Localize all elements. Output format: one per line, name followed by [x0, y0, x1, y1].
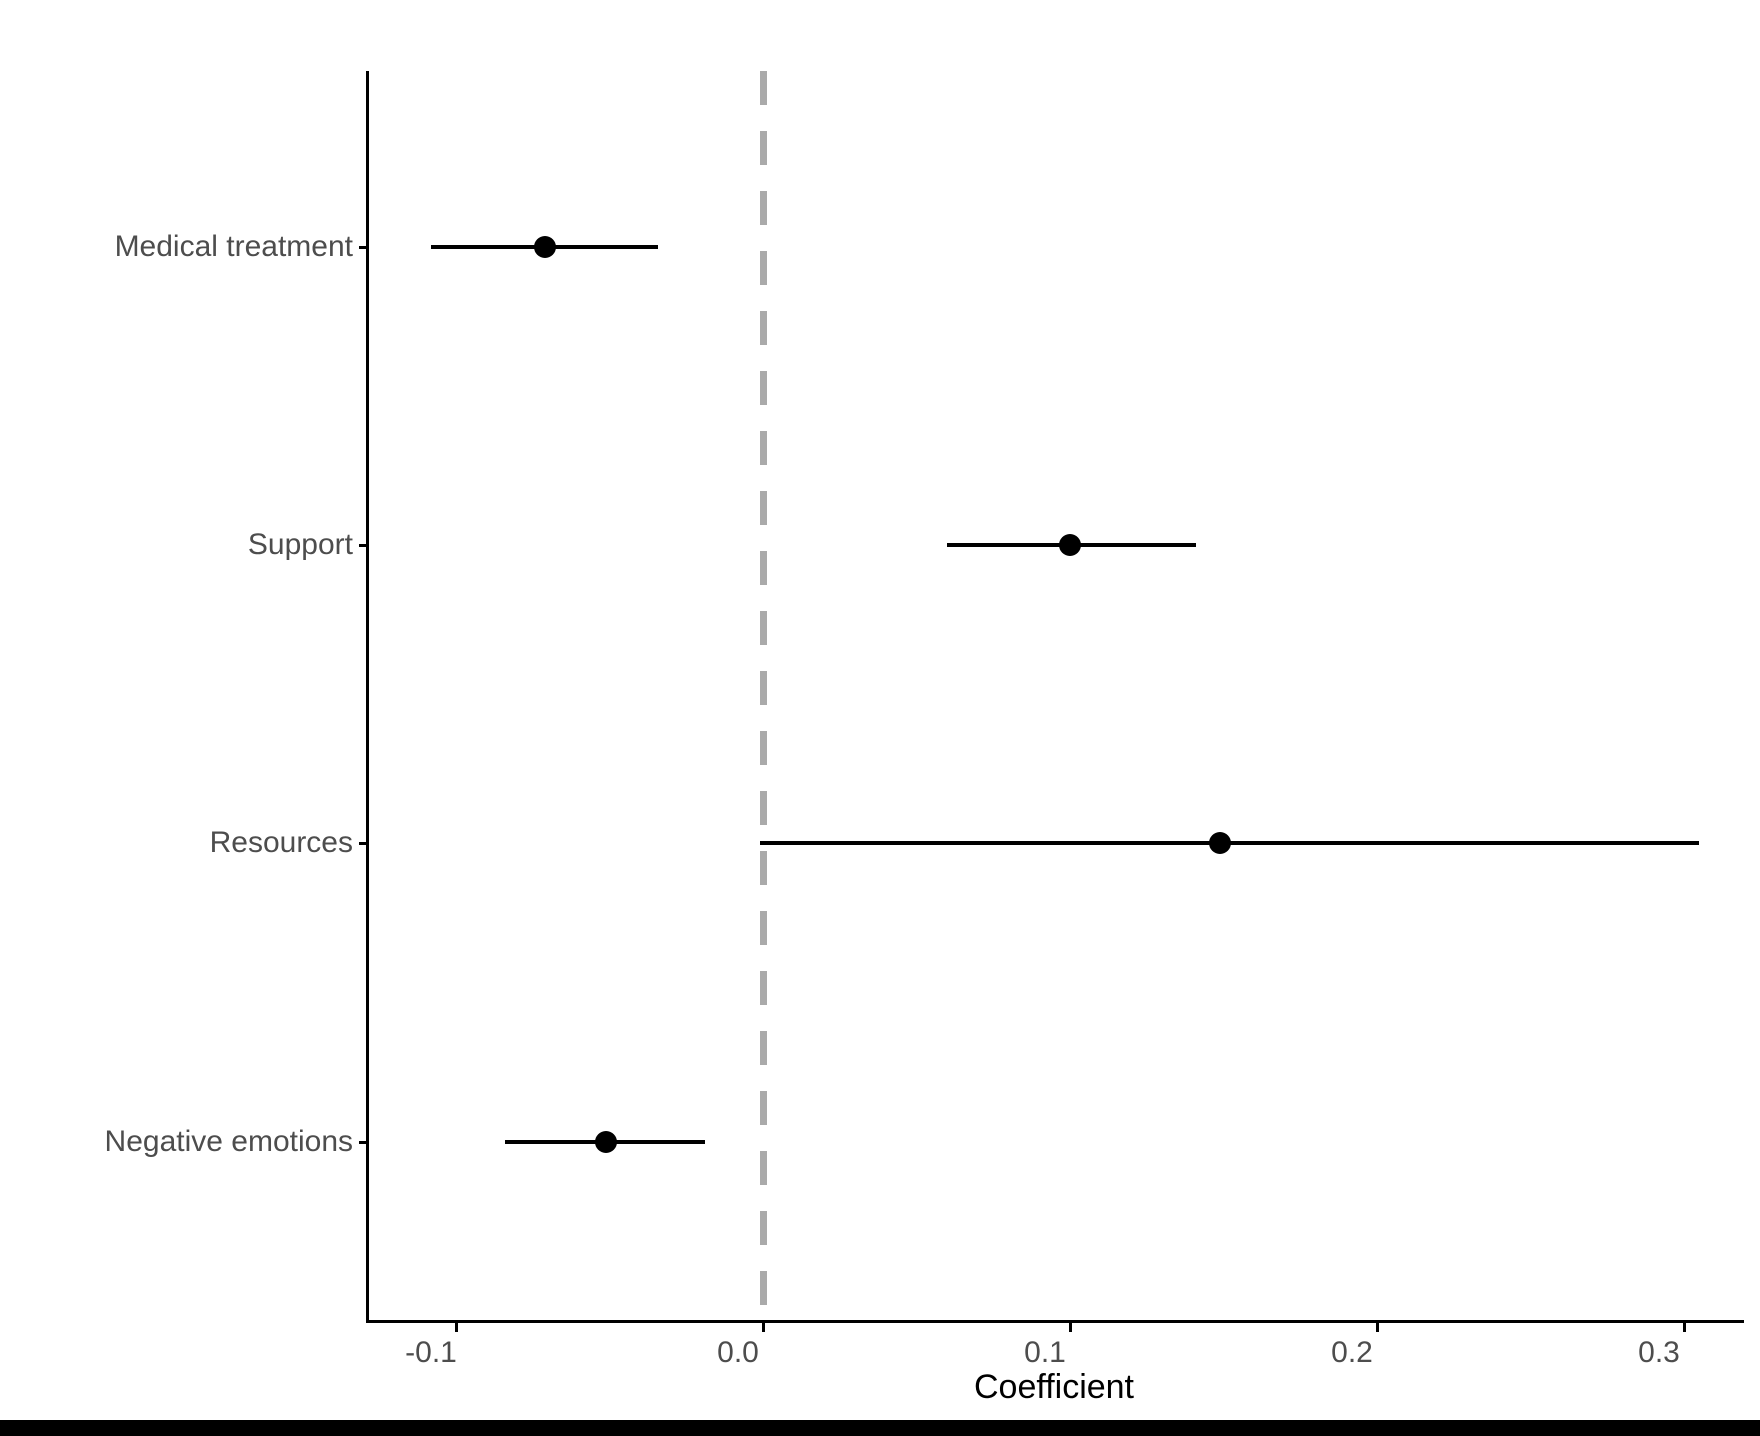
- point-estimate-marker: [1059, 534, 1081, 556]
- y-axis-tick-mark: [359, 543, 368, 547]
- y-axis-tick-mark: [359, 841, 368, 845]
- x-axis-tick-label: 0.3: [1638, 1336, 1680, 1369]
- x-axis-title: Coefficient: [973, 1368, 1135, 1406]
- y-axis-label-medical-treatment: Medical treatment: [114, 230, 353, 263]
- x-axis-tick-label: 0.0: [717, 1336, 759, 1369]
- x-axis-tick-mark: [455, 1323, 458, 1332]
- x-axis-tick-mark: [1683, 1323, 1686, 1332]
- x-axis-tick-mark: [1069, 1323, 1072, 1332]
- zero-reference-dashed-line: [760, 71, 767, 1321]
- x-axis-tick-mark: [762, 1323, 765, 1332]
- point-estimate-marker: [534, 236, 556, 258]
- x-axis-line: [366, 1320, 1744, 1323]
- y-axis-line: [366, 71, 369, 1323]
- y-axis-label-negative-emotions: Negative emotions: [104, 1125, 353, 1158]
- x-axis-tick-mark: [1376, 1323, 1379, 1332]
- x-axis-tick-label: -0.1: [405, 1336, 457, 1369]
- x-axis-tick-label: 0.1: [1024, 1336, 1066, 1369]
- point-estimate-marker: [1209, 832, 1231, 854]
- y-axis-label-support: Support: [247, 528, 353, 561]
- bottom-black-bar: [0, 1420, 1760, 1436]
- point-estimate-marker: [595, 1131, 617, 1153]
- y-axis-tick-mark: [359, 245, 368, 249]
- y-axis-tick-mark: [359, 1140, 368, 1144]
- y-axis-label-resources: Resources: [209, 826, 353, 859]
- x-axis-tick-label: 0.2: [1331, 1336, 1373, 1369]
